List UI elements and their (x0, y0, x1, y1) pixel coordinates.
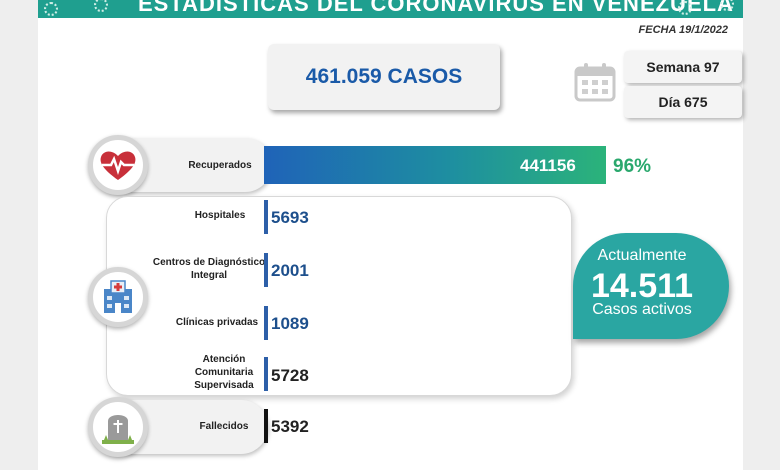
row-label-hospitales: Hospitales (194, 210, 246, 221)
hospital-circle (88, 267, 148, 327)
value-cdi: 2001 (271, 261, 309, 280)
active-cases-bubble: Actualmente 14.511 Casos activos (573, 233, 729, 339)
recovered-bar (264, 146, 606, 184)
virus-icon (720, 0, 734, 11)
row-label-cdi: Centros de Diagnóstico Integral (152, 257, 266, 281)
recovered-circle (88, 135, 148, 195)
bar-fallecidos (264, 409, 268, 443)
recovered-value: 441156 (520, 156, 576, 175)
virus-icon (678, 1, 692, 15)
bar-acs (264, 357, 268, 391)
row-label-acs: Atención Comunitaria Supervisada (194, 354, 254, 391)
active-cases-line1: Actualmente (597, 247, 687, 264)
total-cases-box: 461.059 CASOS (268, 44, 500, 110)
hospital-icon (104, 280, 132, 313)
calendar-icon (574, 63, 616, 102)
heart-pulse-icon (100, 151, 136, 180)
bar-cdi (264, 253, 268, 287)
bar-hospitales (264, 200, 268, 234)
total-cases-text: 461.059 CASOS (305, 65, 463, 88)
deaths-circle (88, 397, 148, 457)
value-clinicas: 1089 (271, 314, 309, 333)
tombstone-icon (102, 415, 134, 444)
header-banner: ESTADÍSTICAS DEL CORONAVIRUS EN VENEZUEL… (38, 0, 743, 18)
day-badge: Día 675 (624, 86, 742, 118)
virus-icon (94, 0, 108, 12)
row-label-clinicas: Clínicas privadas (175, 317, 259, 328)
deaths-label: Fallecidos (199, 421, 249, 432)
recovered-label: Recuperados (188, 160, 252, 171)
week-badge: Semana 97 (624, 51, 742, 83)
bar-clinicas (264, 306, 268, 340)
page-title: ESTADÍSTICAS DEL CORONAVIRUS EN VENEZUEL… (138, 0, 734, 16)
virus-icon (44, 2, 58, 16)
hospitalization-panel (106, 196, 572, 396)
active-cases-line2: Casos activos (592, 301, 692, 318)
recovered-percent: 96% (613, 156, 652, 177)
active-cases-number: 14.511 (590, 267, 694, 305)
deaths-value: 5392 (271, 417, 309, 436)
value-hospitales: 5693 (271, 208, 309, 227)
report-date: FECHA 19/1/2022 (638, 24, 728, 36)
value-acs: 5728 (271, 366, 309, 385)
